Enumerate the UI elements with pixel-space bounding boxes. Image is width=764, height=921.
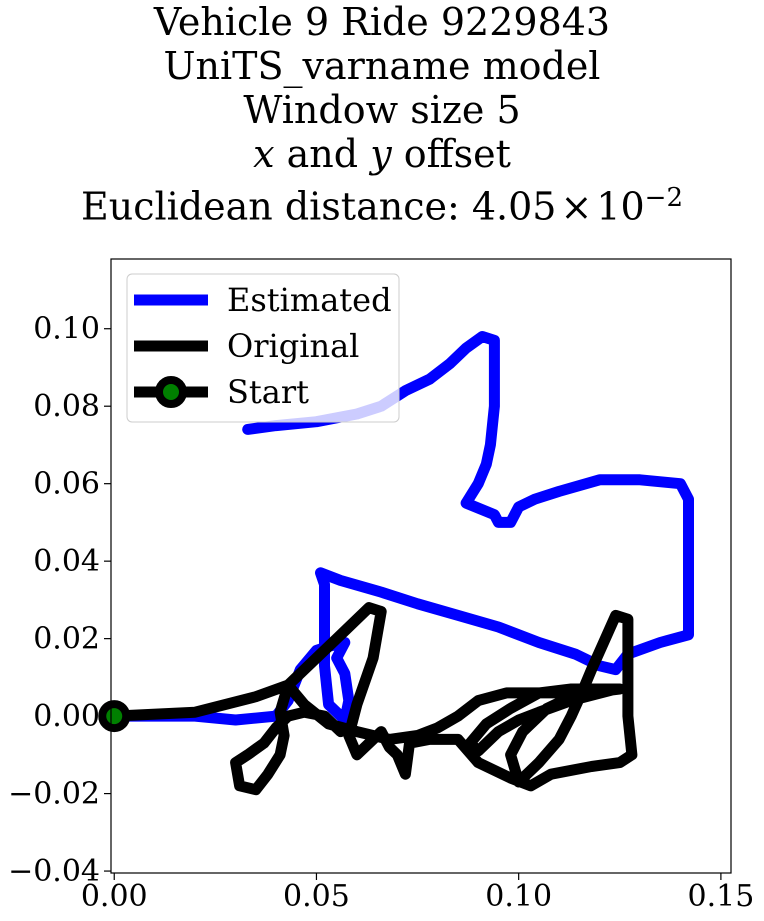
title-line-2: UniTS_varname model [163, 44, 601, 88]
y-tick-label: 0.02 [33, 622, 100, 657]
series-line-estimated [111, 331, 694, 726]
x-tick-label: 0.00 [81, 879, 148, 914]
title-offset-text: offset [391, 132, 511, 176]
x-tick-label: 0.15 [687, 879, 754, 914]
y-axis: −0.04 −0.02 0.00 0.02 0.04 0.06 0.08 0.10 [8, 312, 111, 889]
x-axis: 0.00 0.05 0.10 0.15 [81, 873, 754, 914]
y-tick-label: 0.08 [33, 389, 100, 424]
x-tick-label: 0.10 [485, 879, 552, 914]
y-tick-label: 0.06 [33, 467, 100, 502]
title-y-symbol: y [370, 132, 392, 176]
series-layer [98, 331, 694, 796]
title-distance-times: × [560, 184, 593, 229]
x-tick-label: 0.05 [283, 879, 350, 914]
title-line-1: Vehicle 9 Ride 9229843 [153, 0, 611, 44]
start-marker [98, 700, 131, 733]
y-tick-label: 0.10 [33, 312, 100, 347]
y-tick-label: −0.04 [8, 854, 100, 889]
title-line-5: Euclidean distance: 4.05 × 10−2 [0, 176, 764, 229]
title-distance-mantissa: 4.05 [471, 184, 557, 229]
y-tick-label: 0.04 [33, 544, 100, 579]
title-line-3: Window size 5 [243, 88, 521, 132]
title-distance-base: 10 [596, 184, 645, 229]
title-line-4: x and y offset [0, 132, 764, 176]
legend-start-marker [155, 376, 187, 408]
legend-box [126, 273, 400, 423]
legend-label-estimated: Estimated [227, 281, 392, 319]
legend: Estimated Original Start [126, 273, 400, 423]
chart-title: Vehicle 9 Ride 9229843 UniTS_varname mod… [0, 0, 764, 229]
title-x-symbol: x [253, 132, 275, 176]
title-and-text: and [274, 132, 371, 176]
title-distance-prefix: Euclidean distance: [81, 184, 472, 229]
title-distance-exponent: −2 [644, 183, 683, 213]
legend-label-start: Start [227, 373, 309, 411]
y-tick-label: −0.02 [8, 777, 100, 812]
series-line-original [111, 602, 638, 796]
y-tick-label: 0.00 [33, 699, 100, 734]
legend-label-original: Original [227, 327, 359, 365]
plot-frame [110, 258, 732, 874]
